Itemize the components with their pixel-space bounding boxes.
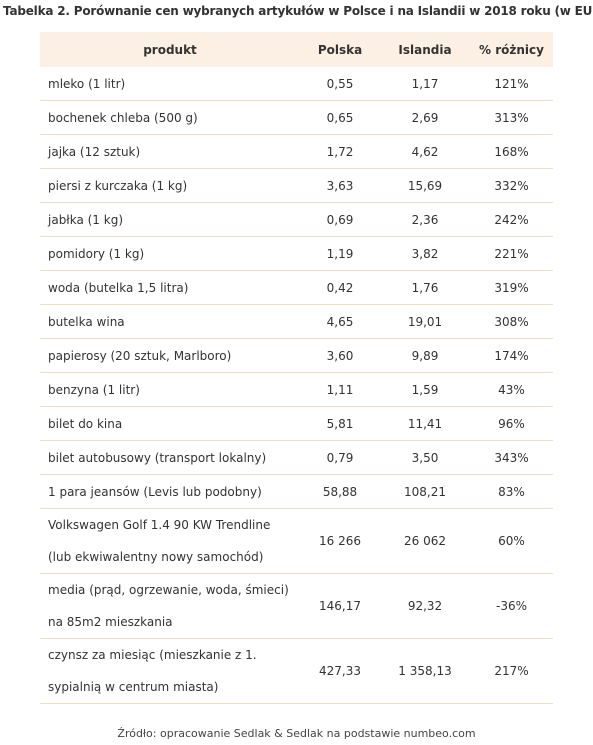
- value-cell: 221%: [470, 236, 553, 271]
- cell-line: na 85m2 mieszkania: [48, 615, 173, 629]
- product-cell: czynsz za miesiąc (mieszkanie z 1. sypial…: [40, 638, 300, 704]
- value-cell: 5,81: [300, 406, 380, 441]
- value-cell: 26 062: [380, 508, 470, 574]
- product-cell: benzyna (1 litr): [40, 372, 300, 407]
- value-cell: 108,21: [380, 474, 470, 509]
- value-cell: 1,76: [380, 270, 470, 305]
- header-row: produkt Polska Islandia% różnicy: [40, 32, 553, 67]
- value-cell: 43%: [470, 372, 553, 407]
- value-cell: 174%: [470, 338, 553, 373]
- value-cell: 9,89: [380, 338, 470, 373]
- cell-line: (lub ekwiwalentny nowy samochód): [48, 550, 264, 564]
- table-row: mleko (1 litr) 0,55 1,17 121%: [40, 67, 553, 101]
- table-row: media (prąd, ogrzewanie, woda, śmieci) na…: [40, 573, 553, 639]
- value-cell: 308%: [470, 304, 553, 339]
- table-row: Volkswagen Golf 1.4 90 KW Trendline (lub …: [40, 508, 553, 574]
- value-cell: 1,11: [300, 372, 380, 407]
- value-cell: 3,82: [380, 236, 470, 271]
- value-cell: 2,69: [380, 100, 470, 135]
- value-cell: 319%: [470, 270, 553, 305]
- table-row: bochenek chleba (500 g) 0,65 2,69 313%: [40, 100, 553, 135]
- product-cell: bilet autobusowy (transport lokalny): [40, 440, 300, 475]
- value-cell: 0,65: [300, 100, 380, 135]
- cell-line: media (prąd, ogrzewanie, woda, śmieci): [48, 583, 289, 597]
- value-cell: 3,63: [300, 168, 380, 203]
- cell-line: czynsz za miesiąc (mieszkanie z 1.: [48, 648, 257, 662]
- table-row: czynsz za miesiąc (mieszkanie z 1. sypial…: [40, 638, 553, 704]
- value-cell: 4,62: [380, 134, 470, 169]
- value-cell: 121%: [470, 67, 553, 101]
- value-cell: 332%: [470, 168, 553, 203]
- product-cell: bilet do kina: [40, 406, 300, 441]
- value-cell: 1,59: [380, 372, 470, 407]
- table-row: bilet do kina 5,81 11,41 96%: [40, 406, 553, 441]
- value-cell: 146,17: [300, 573, 380, 639]
- value-cell: 60%: [470, 508, 553, 574]
- value-cell: 16 266: [300, 508, 380, 574]
- source-note: Źródło: opracowanie Sedlak & Sedlak na p…: [117, 727, 476, 740]
- product-cell: woda (butelka 1,5 litra): [40, 270, 300, 305]
- value-cell: 83%: [470, 474, 553, 509]
- header-cell: Islandia: [380, 32, 470, 67]
- value-cell: 313%: [470, 100, 553, 135]
- value-cell: 1 358,13: [380, 638, 470, 704]
- table-row: benzyna (1 litr) 1,11 1,59 43%: [40, 372, 553, 407]
- value-cell: 3,50: [380, 440, 470, 475]
- price-table: produkt Polska Islandia% różnicy mleko (1 …: [40, 32, 553, 704]
- table-row: bilet autobusowy (transport lokalny) 0,79…: [40, 440, 553, 475]
- value-cell: 1,19: [300, 236, 380, 271]
- header-cell: produkt: [40, 32, 300, 67]
- value-cell: 217%: [470, 638, 553, 704]
- table-body: mleko (1 litr) 0,55 1,17 121% bochenek chleb…: [40, 67, 553, 704]
- value-cell: -36%: [470, 573, 553, 639]
- table-row: 1 para jeansów (Levis lub podobny) 58,88 1…: [40, 474, 553, 509]
- value-cell: 0,55: [300, 67, 380, 101]
- value-cell: 11,41: [380, 406, 470, 441]
- value-cell: 242%: [470, 202, 553, 237]
- product-cell: bochenek chleba (500 g): [40, 100, 300, 135]
- table-row: papierosy (20 sztuk, Marlboro) 3,60 9,89 17…: [40, 338, 553, 373]
- product-cell: 1 para jeansów (Levis lub podobny): [40, 474, 300, 509]
- value-cell: 343%: [470, 440, 553, 475]
- table-row: pomidory (1 kg) 1,19 3,82 221%: [40, 236, 553, 271]
- cell-line: Volkswagen Golf 1.4 90 KW Trendline: [48, 518, 271, 532]
- product-cell: papierosy (20 sztuk, Marlboro): [40, 338, 300, 373]
- table-row: piersi z kurczaka (1 kg) 3,63 15,69 332%: [40, 168, 553, 203]
- table-row: jajka (12 sztuk) 1,72 4,62 168%: [40, 134, 553, 169]
- product-cell: media (prąd, ogrzewanie, woda, śmieci) na…: [40, 573, 300, 639]
- table-row: butelka wina 4,65 19,01 308%: [40, 304, 553, 339]
- value-cell: 92,32: [380, 573, 470, 639]
- cell-line: sypialnią w centrum miasta): [48, 680, 219, 694]
- value-cell: 1,17: [380, 67, 470, 101]
- value-cell: 168%: [470, 134, 553, 169]
- value-cell: 0,69: [300, 202, 380, 237]
- value-cell: 58,88: [300, 474, 380, 509]
- value-cell: 0,79: [300, 440, 380, 475]
- product-cell: jajka (12 sztuk): [40, 134, 300, 169]
- value-cell: 15,69: [380, 168, 470, 203]
- product-cell: piersi z kurczaka (1 kg): [40, 168, 300, 203]
- value-cell: 4,65: [300, 304, 380, 339]
- header-cell: Polska: [300, 32, 380, 67]
- product-cell: jabłka (1 kg): [40, 202, 300, 237]
- value-cell: 1,72: [300, 134, 380, 169]
- value-cell: 2,36: [380, 202, 470, 237]
- value-cell: 96%: [470, 406, 553, 441]
- table-row: jabłka (1 kg) 0,69 2,36 242%: [40, 202, 553, 237]
- product-cell: Volkswagen Golf 1.4 90 KW Trendline (lub …: [40, 508, 300, 574]
- product-cell: pomidory (1 kg): [40, 236, 300, 271]
- table-row: woda (butelka 1,5 litra) 0,42 1,76 319%: [40, 270, 553, 305]
- header-cell: % różnicy: [470, 32, 553, 67]
- title: Tabelka 2. Porównanie cen wybranych arty…: [3, 4, 593, 18]
- value-cell: 427,33: [300, 638, 380, 704]
- value-cell: 19,01: [380, 304, 470, 339]
- value-cell: 0,42: [300, 270, 380, 305]
- product-cell: butelka wina: [40, 304, 300, 339]
- product-cell: mleko (1 litr): [40, 67, 300, 101]
- value-cell: 3,60: [300, 338, 380, 373]
